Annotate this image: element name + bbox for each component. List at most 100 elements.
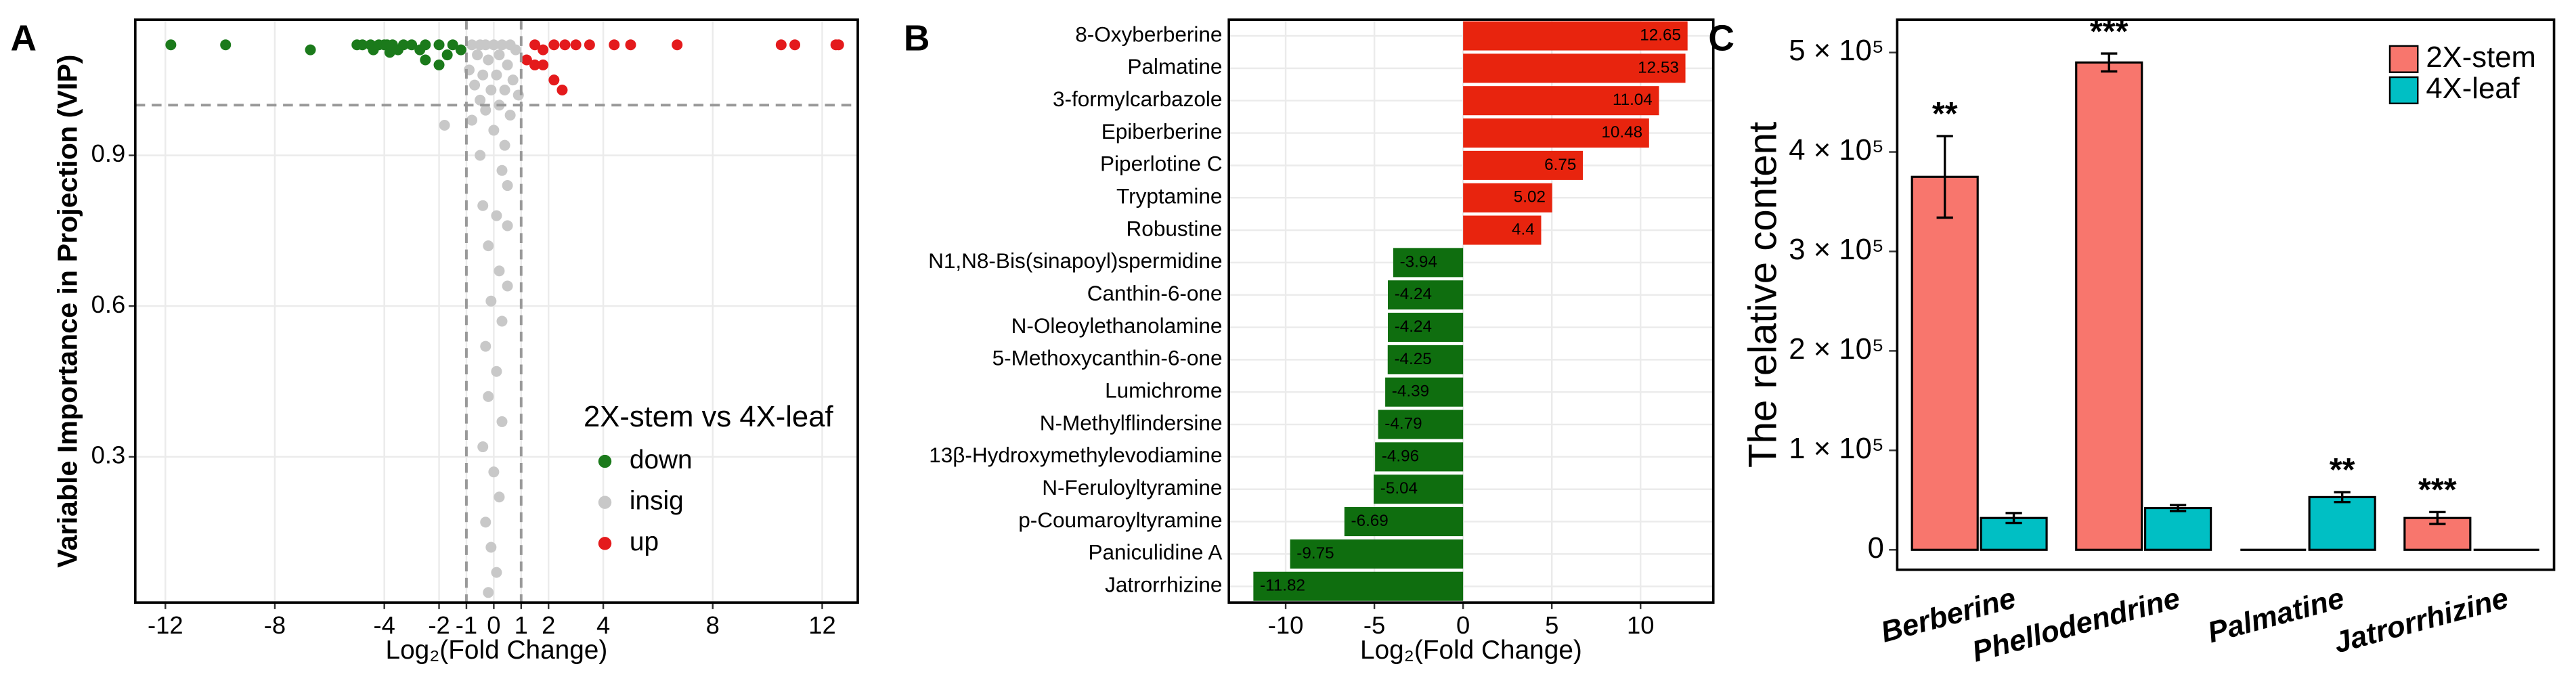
point <box>466 114 478 126</box>
plot-frame <box>133 18 859 604</box>
point <box>357 39 368 51</box>
value-label: -4.24 <box>1395 285 1432 303</box>
point <box>833 39 844 51</box>
point <box>480 104 492 116</box>
bar <box>1463 53 1686 83</box>
point <box>475 150 486 161</box>
point <box>433 59 445 70</box>
bar <box>1387 345 1464 374</box>
bar <box>1290 539 1464 569</box>
point <box>447 39 458 51</box>
x-tick-label: 0 <box>487 611 500 639</box>
point <box>384 47 395 58</box>
y-tick-label: 5 × 10⁵ <box>1789 34 1884 67</box>
x-tick-label: -2 <box>428 611 450 639</box>
point <box>494 265 505 277</box>
point <box>485 542 497 553</box>
point <box>507 74 519 86</box>
plot-frame <box>1896 18 2556 571</box>
point <box>477 69 489 81</box>
x-tick-label: -10 <box>1268 611 1304 639</box>
point <box>475 94 486 106</box>
bar <box>1374 475 1464 504</box>
x-tick-label: 5 <box>1545 611 1558 639</box>
value-label: -6.69 <box>1351 512 1389 530</box>
value-label: 12.53 <box>1638 58 1679 76</box>
legend-title: 2X-stem vs 4X-leaf <box>584 400 834 433</box>
point <box>220 39 232 51</box>
y-tick-label: 3-formylcarbazole <box>1053 87 1222 111</box>
point <box>439 119 450 131</box>
point <box>485 295 497 307</box>
value-label: -11.82 <box>1260 577 1305 595</box>
point <box>538 59 549 70</box>
point <box>472 49 483 61</box>
point <box>559 39 571 51</box>
x-tick-label: -4 <box>374 611 395 639</box>
point <box>499 139 510 151</box>
y-tick-label: Tryptamine <box>1116 184 1222 208</box>
point <box>406 39 418 51</box>
y-tick-label: 13β-Hydroxymethylevodiamine <box>929 443 1222 467</box>
bar <box>1463 118 1649 148</box>
point <box>775 39 787 51</box>
value-label: -4.79 <box>1384 414 1422 433</box>
y-tick-label: 1 × 10⁵ <box>1789 432 1884 465</box>
legend-swatch <box>2388 76 2419 105</box>
point <box>488 39 500 51</box>
y-tick-label: 3 × 10⁵ <box>1789 233 1884 266</box>
bar <box>1378 410 1464 439</box>
y-tick-label: Lumichrome <box>1105 378 1222 403</box>
point <box>672 39 683 51</box>
point <box>491 69 502 81</box>
point <box>496 315 508 327</box>
significance-label: ** <box>2330 452 2355 489</box>
x-tick-label: 2 <box>542 611 555 639</box>
value-label: -4.24 <box>1395 317 1432 336</box>
y-axis-title: Variable Importance in Projection (VIP) <box>52 55 83 568</box>
y-tick-label: N-Methylflindersine <box>1040 410 1223 435</box>
value-label: 6.75 <box>1544 156 1576 174</box>
point <box>496 39 508 51</box>
y-tick-label: N-Oleoylethanolamine <box>1011 313 1223 338</box>
y-tick-label: Palmatine <box>1127 54 1222 79</box>
point <box>494 49 505 61</box>
bar <box>1911 175 1979 551</box>
value-label: -4.96 <box>1382 447 1419 465</box>
y-axis-title: The relative content <box>1741 122 1785 468</box>
point <box>548 39 560 51</box>
bar <box>1393 248 1464 278</box>
point <box>483 587 494 598</box>
y-tick-label: 4 × 10⁵ <box>1789 133 1884 167</box>
point <box>510 44 521 56</box>
panel-label: B <box>904 19 930 59</box>
point <box>529 39 541 51</box>
significance-label: ** <box>1932 96 1958 133</box>
panel-label: A <box>10 19 37 59</box>
value-label: -9.75 <box>1296 544 1334 563</box>
value-label: -3.94 <box>1400 252 1437 271</box>
y-tick-label: 0.6 <box>91 290 126 318</box>
bar <box>1463 21 1688 51</box>
point <box>570 39 582 51</box>
point <box>521 54 532 66</box>
point <box>483 240 494 252</box>
bar <box>2308 495 2376 551</box>
panel-label: C <box>1708 19 1734 59</box>
legend-marker <box>598 537 612 550</box>
legend-label: down <box>630 445 693 475</box>
legend-label: insig <box>630 486 684 515</box>
point <box>441 49 453 61</box>
x-tick-label: 12 <box>808 611 835 639</box>
point <box>433 39 445 51</box>
value-label: 12.65 <box>1640 26 1681 44</box>
value-label: -4.39 <box>1392 382 1429 401</box>
point <box>789 39 801 51</box>
point <box>502 280 513 292</box>
y-tick-label: 5-Methoxycanthin-6-one <box>992 346 1223 370</box>
point <box>305 44 316 56</box>
legend-label: 2X-stem <box>2426 41 2535 74</box>
bar <box>1463 215 1542 245</box>
value-label: 5.02 <box>1514 188 1546 206</box>
